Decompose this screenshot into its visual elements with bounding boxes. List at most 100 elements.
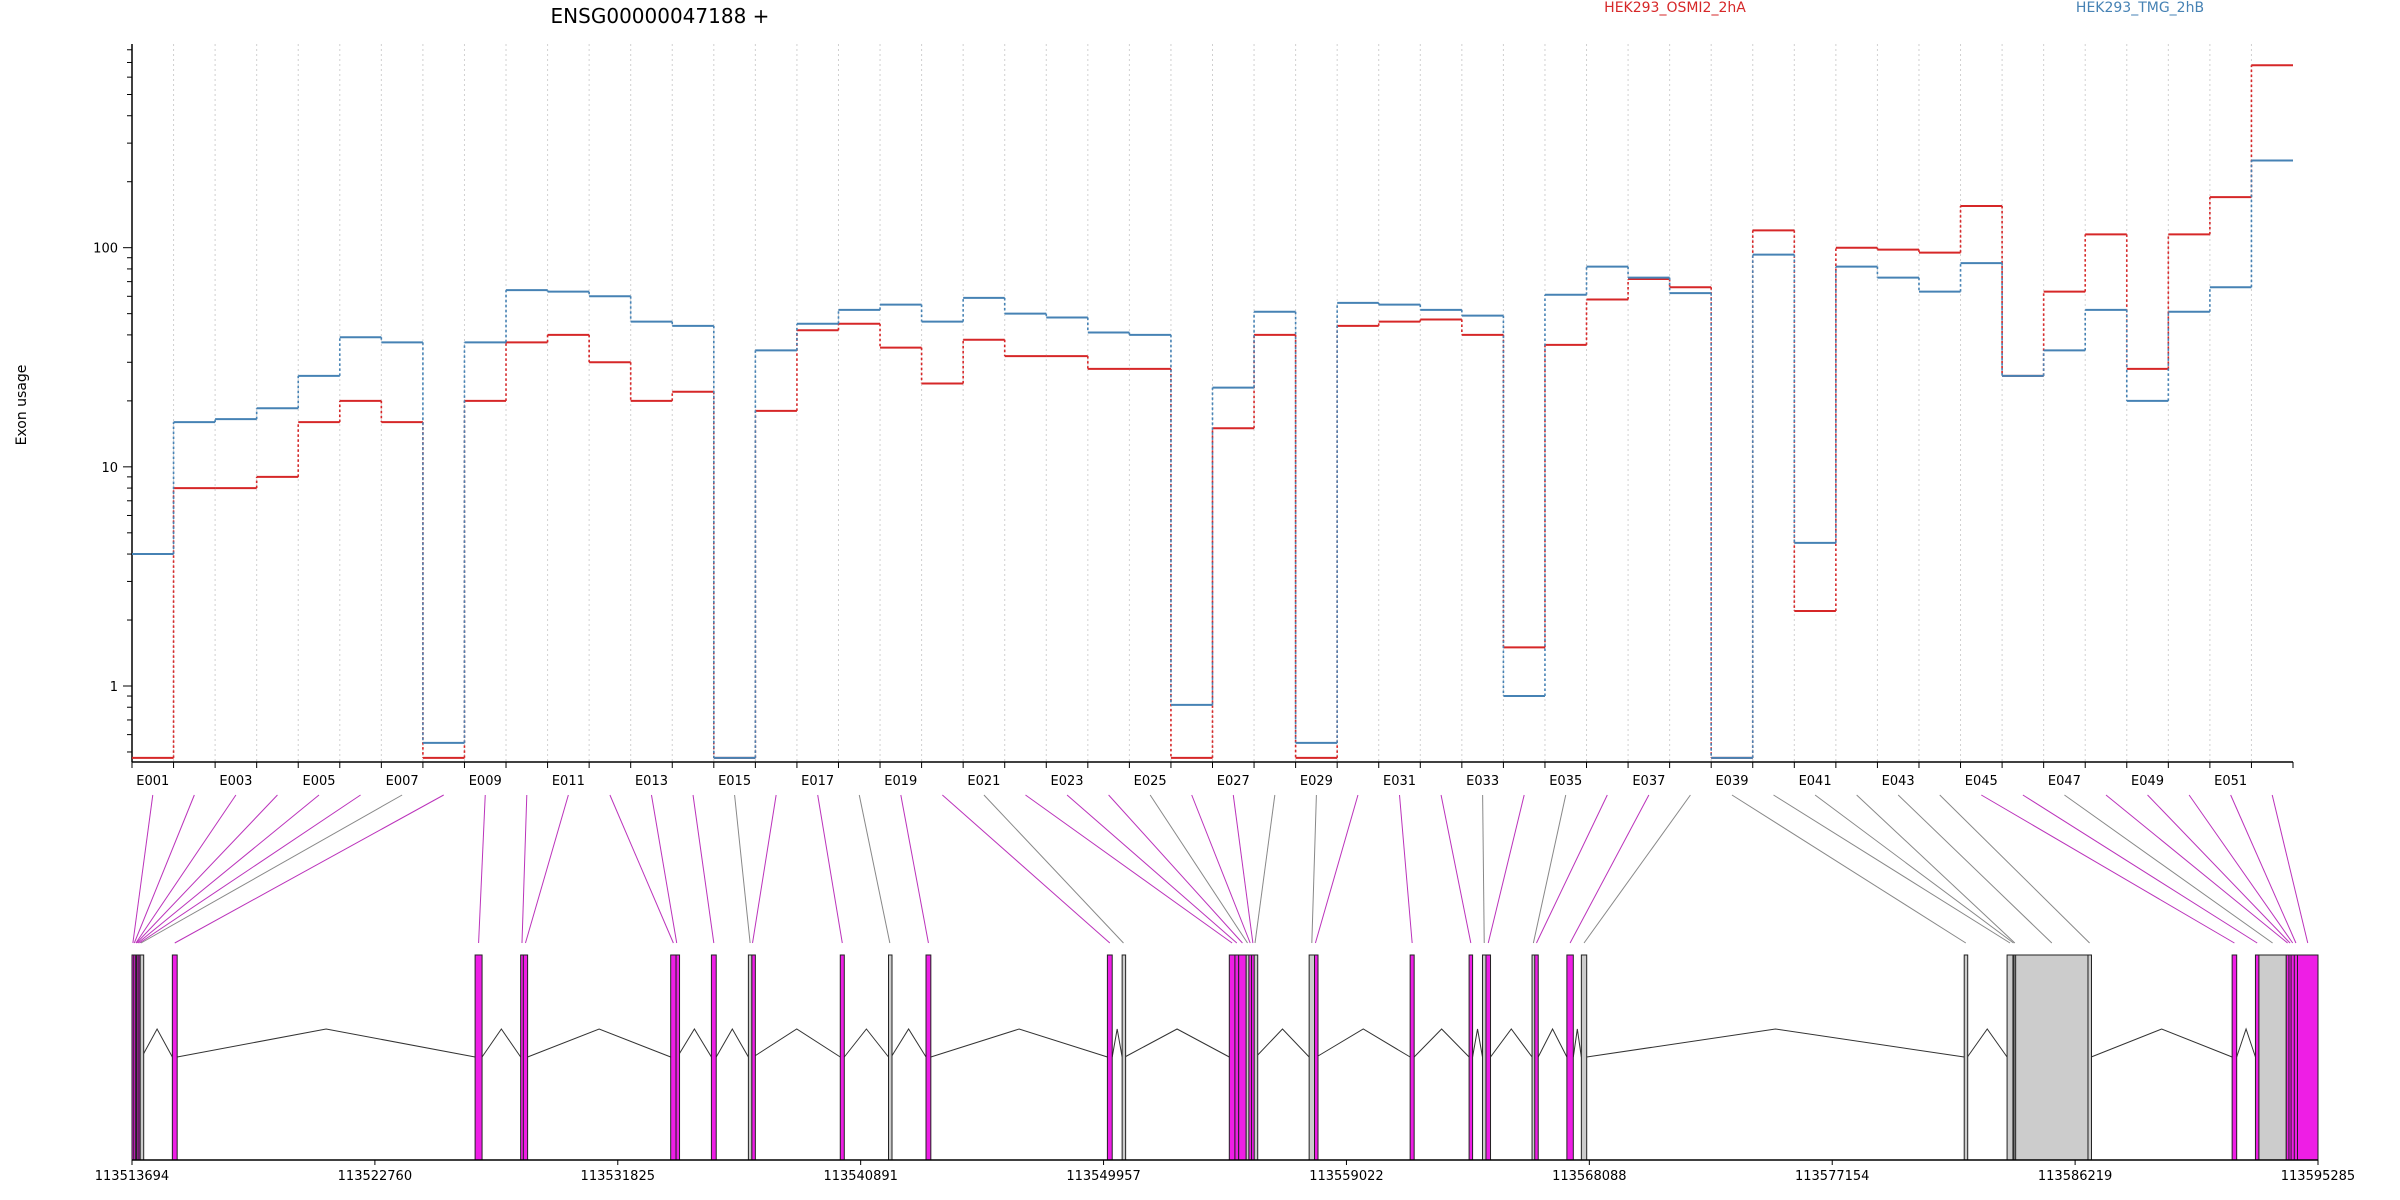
intron [1472, 1028, 1483, 1058]
genomic-coordinate-label: 113568088 [1552, 1169, 1626, 1184]
exon-box [670, 954, 677, 1161]
intron [752, 1028, 841, 1058]
y-tick-label: 100 [93, 242, 118, 257]
exon-box [171, 954, 178, 1161]
exon-link [1536, 794, 1608, 944]
intron [177, 1028, 476, 1058]
exon-box [522, 954, 529, 1161]
exon-link [136, 794, 278, 944]
exon-link [132, 794, 154, 944]
exon-box [1409, 954, 1415, 1161]
intron [1572, 1028, 1582, 1058]
intron [1537, 1027, 1568, 1058]
exon-link [1814, 794, 2014, 944]
genomic-coordinate-label: 113586219 [2038, 1169, 2112, 1184]
intron [1413, 1028, 1470, 1058]
exon-link [524, 794, 569, 944]
exon-box [2258, 954, 2287, 1161]
genomic-coordinate-label: 113595285 [2281, 1169, 2355, 1184]
genomic-coordinate-label: 113559022 [1309, 1169, 1383, 1184]
exon-link [1981, 794, 2235, 944]
x-tick-label: E013 [635, 774, 668, 789]
x-tick-label: E025 [1134, 774, 1167, 789]
exon-link [900, 794, 929, 944]
exon-link [2064, 794, 2273, 944]
exon-link [983, 794, 1124, 944]
exon-link [521, 794, 528, 944]
x-tick-label: E039 [1715, 774, 1748, 789]
intron [1586, 1028, 1965, 1058]
exon-box [1308, 954, 1315, 1161]
exon-box [2015, 954, 2089, 1161]
exon-box [474, 954, 483, 1161]
intron [1316, 1028, 1411, 1058]
exon-link [1583, 794, 1691, 944]
exon-link [1311, 794, 1317, 944]
intron [2236, 1027, 2256, 1058]
exon-link [139, 794, 361, 944]
intron [1490, 1028, 1533, 1058]
legend-series-2: HEK293_TMG_2hB [2076, 0, 2204, 16]
y-tick-label: 10 [101, 461, 118, 476]
exon-box [1485, 954, 1492, 1161]
intron [715, 1027, 749, 1058]
x-tick-label: E007 [386, 774, 419, 789]
exon-link [609, 794, 674, 944]
exon-link [1232, 794, 1254, 944]
x-tick-label: E051 [2214, 774, 2247, 789]
exon-link [1939, 794, 2090, 944]
intron [527, 1028, 671, 1058]
exon-box [751, 954, 756, 1161]
intron [676, 1028, 712, 1058]
x-tick-label: E015 [718, 774, 751, 789]
exon-box [675, 954, 681, 1161]
exon-link [1314, 794, 1359, 944]
genomic-coordinate-label: 113522760 [338, 1169, 412, 1184]
intron [930, 1028, 1108, 1058]
exon-link [1025, 794, 1233, 944]
exon-link [1856, 794, 2016, 944]
exon-box [2297, 954, 2319, 1161]
exon-link [2022, 794, 2258, 944]
x-tick-label: E009 [469, 774, 502, 789]
intron [890, 1028, 927, 1058]
exon-box [1313, 954, 1319, 1161]
intron [1967, 1028, 2008, 1058]
x-tick-label: E041 [1799, 774, 1832, 789]
intron [1124, 1028, 1230, 1058]
genomic-coordinate-label: 113577154 [1795, 1169, 1869, 1184]
exon-box [139, 954, 145, 1161]
legend-series-1: HEK293_OSMI2_2hA [1604, 0, 1746, 16]
y-axis-label: Exon usage [14, 365, 30, 446]
y-tick-label: 1 [110, 680, 118, 695]
exon-box [1253, 954, 1259, 1161]
exon-box [839, 954, 845, 1161]
x-tick-label: E035 [1549, 774, 1582, 789]
exon-link [2271, 794, 2309, 944]
exon-link [752, 794, 777, 944]
exon-link [858, 794, 891, 944]
exon-box [1534, 954, 1539, 1161]
exon-box [1106, 954, 1113, 1161]
x-tick-label: E017 [801, 774, 834, 789]
gene-model: 113513694 113522760 113531825 113540891 1135… [95, 954, 2355, 1184]
x-tick-label: E023 [1051, 774, 1084, 789]
exon-link [650, 794, 678, 944]
exon-box [2006, 954, 2014, 1161]
x-tick-label: E001 [136, 774, 169, 789]
exon-link [135, 794, 237, 944]
x-tick-label: E033 [1466, 774, 1499, 789]
exon-box [1238, 954, 1247, 1161]
intron [481, 1028, 522, 1058]
exon-link-lines [132, 794, 2309, 944]
genomic-coordinate-label: 113540891 [823, 1169, 897, 1184]
exon-link [1108, 794, 1243, 944]
exon-link [1066, 794, 1238, 944]
x-tick-label: E043 [1882, 774, 1915, 789]
exon-box [888, 954, 893, 1161]
exon-box [747, 954, 753, 1161]
exon-link [1569, 794, 1650, 944]
exon-link [2147, 794, 2291, 944]
exon-link [1482, 794, 1485, 944]
